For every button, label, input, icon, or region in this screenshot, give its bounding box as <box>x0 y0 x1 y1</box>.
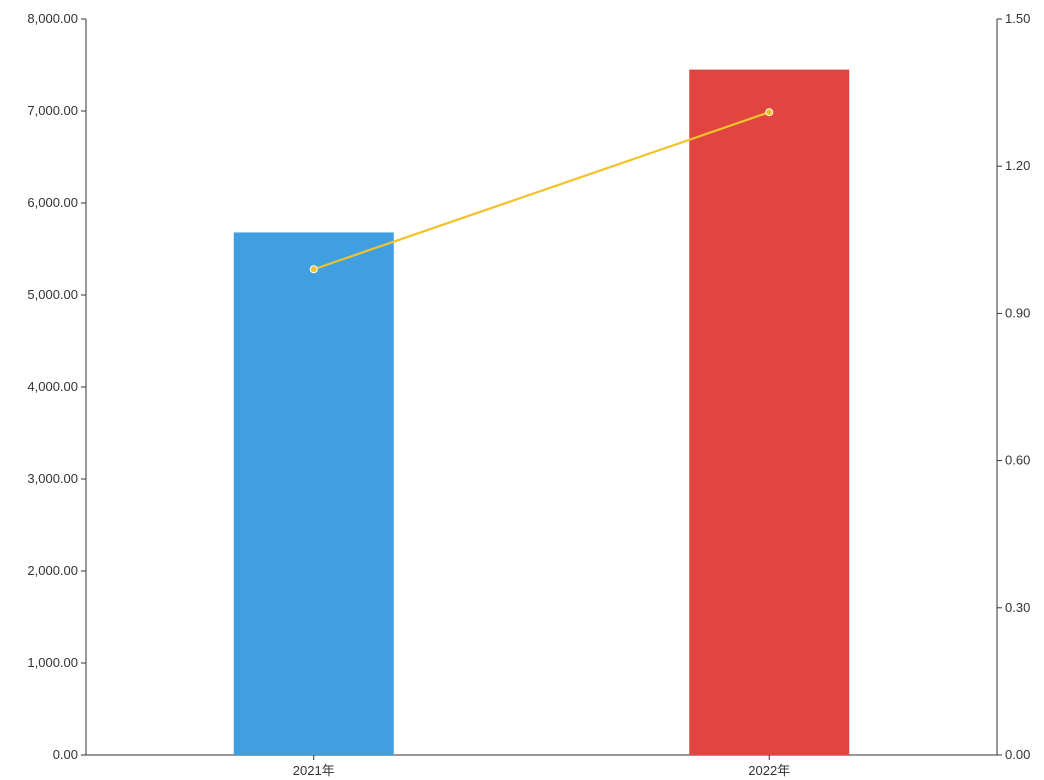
labels-layer: 0.00 1,000.00 2,000.00 3,000.00 4,000.00 5,00… <box>27 11 1030 778</box>
line-layer <box>309 108 774 274</box>
x-tick-label: 2022年 <box>748 763 790 778</box>
y-right-tick-label: 0.90 <box>1005 305 1030 320</box>
y-right-tick-label: 0.00 <box>1005 747 1030 762</box>
line-point-1 <box>309 265 318 274</box>
y-left-tick-label: 5,000.00 <box>27 287 78 302</box>
y-right-tick-label: 1.50 <box>1005 11 1030 26</box>
axes-layer <box>81 18 1002 760</box>
bar-1 <box>233 232 394 755</box>
y-left-tick-label: 6,000.00 <box>27 195 78 210</box>
y-right-tick-label: 0.60 <box>1005 453 1030 468</box>
x-tick-label: 2021年 <box>293 763 335 778</box>
line-series <box>313 111 770 271</box>
line-point-2 <box>765 108 774 117</box>
y-left-tick-label: 8,000.00 <box>27 11 78 26</box>
y-left-tick-label: 1,000.00 <box>27 655 78 670</box>
y-left-tick-label: 7,000.00 <box>27 103 78 118</box>
y-right-tick-label: 0.30 <box>1005 600 1030 615</box>
y-left-tick-label: 3,000.00 <box>27 471 78 486</box>
y-left-tick-label: 0.00 <box>53 747 78 762</box>
bar-2 <box>689 69 850 756</box>
y-left-tick-label: 4,000.00 <box>27 379 78 394</box>
bars-layer <box>233 69 850 756</box>
y-right-tick-label: 1.20 <box>1005 158 1030 173</box>
y-left-tick-label: 2,000.00 <box>27 563 78 578</box>
